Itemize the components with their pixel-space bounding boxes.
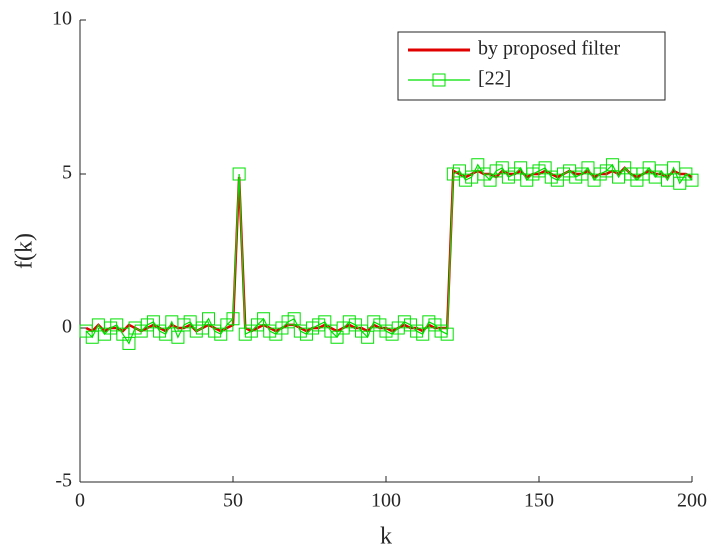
x-tick-label: 150 [524, 490, 554, 512]
y-tick-label: -5 [55, 470, 72, 492]
marker [226, 312, 240, 326]
y-tick-label: 10 [52, 8, 72, 30]
legend-marker [432, 73, 446, 87]
series-line [85, 166, 693, 333]
marker [361, 330, 375, 344]
x-tick-label: 50 [223, 490, 243, 512]
marker [232, 167, 246, 181]
x-tick-label: 100 [371, 490, 401, 512]
legend-label: [22] [478, 68, 511, 90]
y-tick-label: 0 [62, 316, 72, 338]
series-line [85, 163, 693, 345]
legend-box [397, 31, 666, 101]
y-tick-label: 5 [62, 162, 72, 184]
x-tick-label: 0 [75, 490, 85, 512]
legend-label: by proposed filter [478, 38, 621, 60]
marker [122, 336, 136, 350]
y-axis-label: f(k) [12, 233, 38, 269]
x-tick-label: 200 [677, 490, 707, 512]
marker [440, 327, 454, 341]
marker [685, 173, 699, 187]
x-axis-label: k [380, 524, 392, 550]
